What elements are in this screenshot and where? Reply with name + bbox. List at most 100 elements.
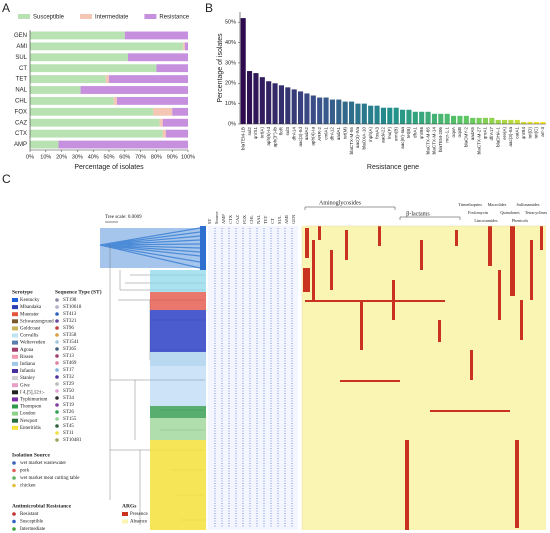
bar-segment	[30, 118, 160, 127]
gene-class: Quinolones	[500, 210, 520, 215]
legend-swatch	[12, 383, 18, 388]
gene-class: Tetracyclines	[525, 210, 548, 215]
x-tick-label: blaDHA-1	[495, 127, 500, 147]
x-tick-label: 40%	[88, 154, 99, 160]
legend-label: London	[20, 412, 36, 417]
y-tick-label: TET	[16, 77, 28, 83]
bar	[349, 101, 355, 124]
x-tick-label: floR	[279, 126, 284, 135]
legend-title: Serotype	[12, 289, 33, 295]
x-tick-label: tet(A)	[260, 127, 265, 139]
legend-swatch	[122, 519, 128, 524]
bar	[240, 18, 246, 124]
x-tick-label: sul3	[285, 127, 290, 136]
x-tick-label: sul2	[247, 127, 252, 136]
legend-label: ST26	[63, 410, 74, 415]
bar-segment	[183, 42, 185, 51]
x-tick-label: dfrA1	[413, 127, 418, 138]
legend-swatch	[12, 376, 18, 381]
legend-swatch	[55, 368, 59, 372]
x-tick-label: aph(3'')-Ib	[272, 127, 277, 148]
panel-label: A	[2, 1, 10, 15]
legend-label: ST1541	[63, 340, 79, 345]
bar-segment	[30, 31, 125, 40]
column-header: CAZ	[235, 215, 240, 224]
legend-label: Resistance	[159, 15, 189, 21]
legend-title: Isolation Source	[12, 452, 51, 458]
bar-segment	[58, 140, 188, 149]
legend-swatch	[80, 14, 93, 19]
bar	[406, 109, 412, 124]
bar-segment	[116, 96, 188, 105]
x-tick-label: blaTEM-206	[438, 127, 443, 152]
y-tick-label: 20%	[225, 81, 236, 87]
legend-swatch	[55, 333, 59, 337]
x-tick-label: tet(D)	[527, 127, 532, 139]
bar	[329, 99, 335, 124]
legend-swatch	[144, 14, 157, 19]
column-header: AMI	[284, 215, 289, 224]
legend-label: Absence	[130, 520, 148, 525]
legend-label: Rissen	[20, 355, 34, 360]
bar	[451, 115, 457, 124]
legend-title: Antimicrobial Resistance	[12, 503, 72, 509]
bar-segment	[80, 86, 188, 94]
legend-swatch	[12, 326, 18, 331]
bar	[247, 71, 253, 124]
legend-label: Weltevreden	[20, 341, 46, 346]
legend-label: I 4,[5],12:i:-	[20, 390, 45, 395]
y-tick-label: AMP	[14, 142, 27, 148]
y-axis-label: Percentage of isolates	[217, 33, 224, 103]
y-tick-label: SUL	[15, 55, 27, 61]
bar-segment	[184, 42, 188, 51]
y-tick-label: FOX	[15, 109, 27, 115]
x-tick-label: aadA5	[470, 127, 475, 141]
bar-segment	[159, 118, 163, 127]
column-header: TET	[263, 216, 268, 224]
legend-swatch	[55, 305, 59, 309]
bar	[482, 117, 488, 124]
legend-swatch	[18, 14, 30, 19]
bar-segment	[30, 75, 106, 84]
legend-label: ST29	[63, 382, 74, 387]
x-tick-label: blaCTX-M-27	[476, 127, 481, 155]
x-tick-label: erm(B)	[393, 127, 398, 142]
bar	[476, 117, 482, 124]
legend-label: Susceptible	[33, 15, 65, 21]
legend-label: Schwarzengrund	[20, 319, 54, 324]
column-header: SUL	[277, 215, 282, 224]
x-tick-label: tet(B)	[406, 127, 411, 139]
legend-label: ST155	[63, 417, 77, 422]
bar-segment	[162, 129, 166, 138]
y-tick-label: 40%	[225, 40, 236, 46]
legend-label: Enteritidis	[20, 426, 41, 431]
bar-segment	[30, 129, 163, 138]
legend-swatch	[55, 319, 59, 323]
legend-label: ST10481	[63, 438, 82, 443]
legend-swatch	[12, 298, 18, 302]
legend-swatch	[12, 483, 16, 488]
x-tick-label: 70%	[135, 154, 146, 160]
bar	[438, 113, 444, 124]
legend-label: Intermediate	[95, 15, 129, 21]
legend-label: ST413	[63, 312, 77, 317]
x-tick-label: blaOXA-10	[362, 127, 367, 150]
panel-label: C	[2, 172, 11, 186]
x-tick-label: oqxA	[451, 126, 456, 137]
bar	[527, 121, 533, 124]
legend-swatch	[55, 389, 59, 393]
bar-segment	[30, 86, 81, 94]
column-header: FOX	[242, 214, 247, 224]
x-tick-label: blaCTX-M-55	[349, 127, 354, 155]
y-tick-label: 30%	[225, 60, 236, 66]
legend-label: Corvallis	[20, 334, 38, 339]
bar-segment	[30, 42, 184, 51]
legend-label: Intermediate	[20, 527, 46, 532]
legend-label: ST50	[63, 389, 74, 394]
args-heatmap	[301, 225, 546, 530]
x-tick-label: mph(A)	[368, 127, 373, 143]
gene-class: β-lactams	[406, 211, 430, 217]
x-tick-label: 60%	[119, 154, 130, 160]
x-tick-label: dfrA14	[291, 127, 296, 141]
